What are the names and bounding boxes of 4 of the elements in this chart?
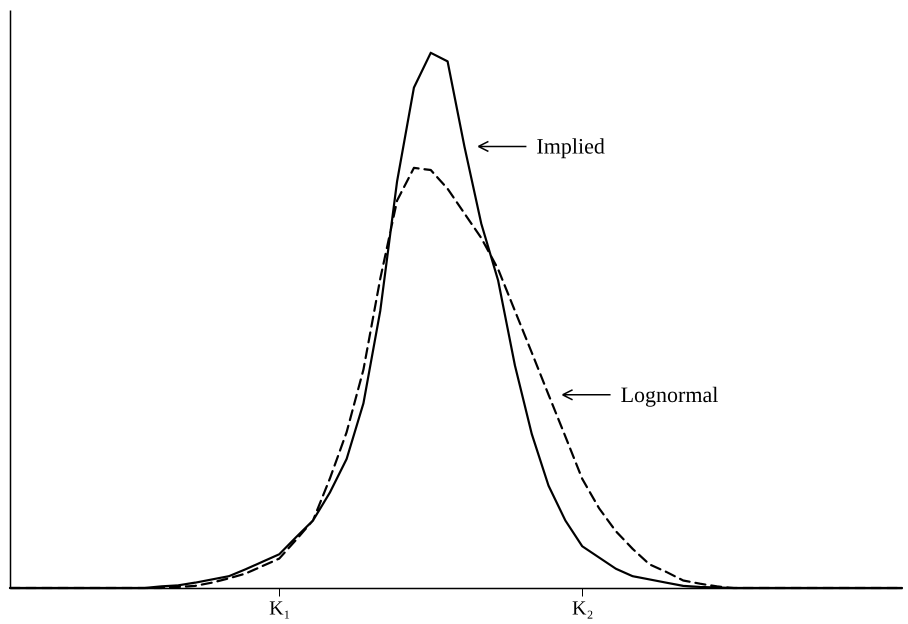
x-tick-label: K₂ <box>572 598 594 620</box>
x-tick-label: K₁ <box>269 598 290 620</box>
annotation: Lognormal <box>620 382 718 407</box>
annotation: Implied <box>536 133 605 158</box>
